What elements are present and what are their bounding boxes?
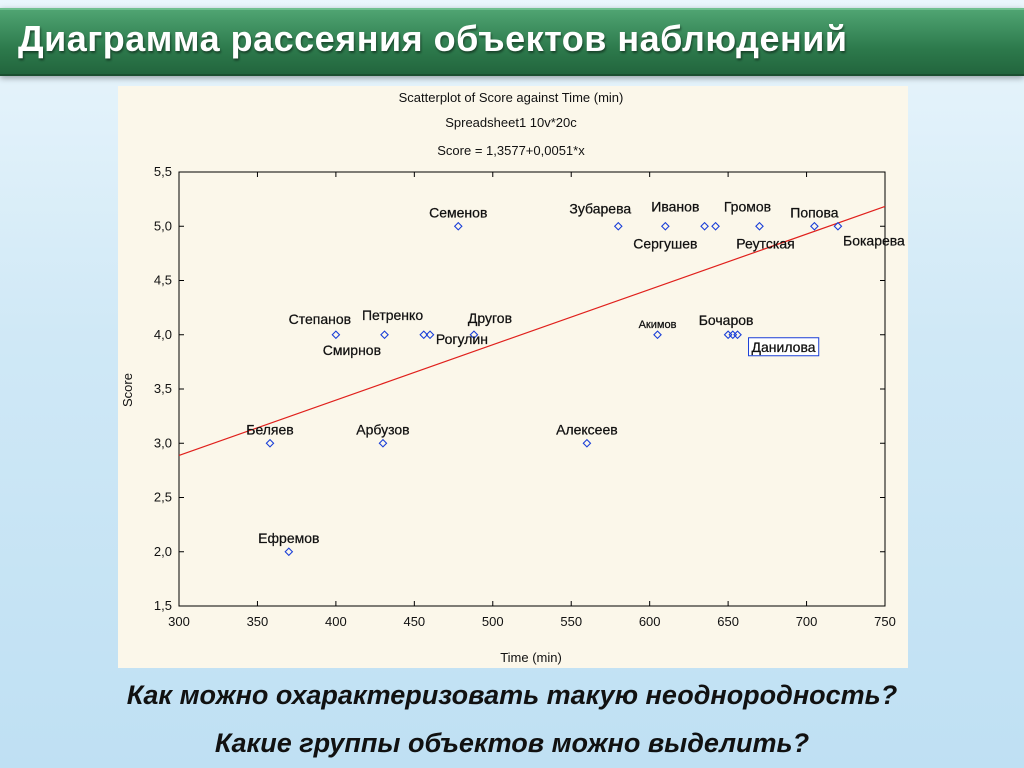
- point-label: Алексеев: [556, 421, 618, 437]
- point-label: Петренко: [362, 307, 423, 323]
- plot-layer: 300 350 400 450 500 550 600 650 700 750 1,5 2,0 2,5 3…: [154, 164, 905, 629]
- data-point: [723, 330, 733, 340]
- chart-equation: Score = 1,3577+0,0051*x: [437, 143, 585, 158]
- data-point: [613, 221, 623, 231]
- x-tick-label: 600: [639, 614, 661, 629]
- y-tick-label: 2,5: [154, 490, 172, 505]
- x-tick-label: 300: [168, 614, 190, 629]
- point-label: Другов: [468, 310, 512, 326]
- point-label: Данилова: [752, 339, 816, 355]
- question-1: Как можно охарактеризовать такую неоднор…: [126, 680, 898, 710]
- data-point: [331, 330, 341, 340]
- label-highlight-box: [748, 337, 820, 357]
- y-tick-label: 5,5: [154, 164, 172, 179]
- data-point: [660, 221, 670, 231]
- data-point: [284, 547, 294, 557]
- point-label: Бочаров: [699, 312, 754, 328]
- chart-subtitle: Spreadsheet1 10v*20c: [445, 115, 577, 130]
- x-tick-label: 400: [325, 614, 347, 629]
- x-tick-label: 700: [796, 614, 818, 629]
- x-tick-label: 750: [874, 614, 896, 629]
- data-point: [469, 330, 479, 340]
- x-tick-label: 500: [482, 614, 504, 629]
- y-tick-label: 4,5: [154, 273, 172, 288]
- point-label: Рогулин: [436, 331, 488, 347]
- y-tick-label: 4,0: [154, 327, 172, 342]
- data-point: [419, 330, 429, 340]
- data-point: [711, 221, 720, 231]
- y-axis-label: Score: [120, 373, 135, 407]
- point-label: Арбузов: [356, 421, 409, 437]
- data-point: [810, 221, 819, 231]
- data-point: [378, 438, 388, 448]
- y-tick-label: 1,5: [154, 598, 172, 613]
- y-tick-label: 2,0: [154, 544, 172, 559]
- data-point: [755, 221, 764, 231]
- data-point: [425, 330, 435, 340]
- data-point: [582, 438, 592, 448]
- data-point: [733, 330, 742, 340]
- question-2: Какие группы объектов можно выделить?: [214, 728, 810, 758]
- point-label: Семенов: [429, 204, 487, 220]
- point-label: Смирнов: [323, 342, 381, 358]
- scatter-chart: Scatterplot of Score against Time (min) …: [120, 90, 905, 665]
- x-tick-label: 450: [403, 614, 425, 629]
- data-point: [833, 221, 843, 231]
- y-tick-label: 5,0: [154, 218, 172, 233]
- slide-title: Диаграмма рассеяния объектов наблюдений: [18, 18, 848, 59]
- data-point: [380, 330, 389, 340]
- data-point: [653, 330, 662, 340]
- point-label: Беляев: [246, 421, 293, 437]
- x-tick-label: 550: [560, 614, 582, 629]
- x-tick-label: 650: [717, 614, 739, 629]
- data-point: [265, 438, 275, 448]
- point-label: Акимов: [639, 319, 677, 331]
- x-axis-label: Time (min): [500, 650, 562, 665]
- data-point: [700, 221, 709, 231]
- point-label: Реутская: [736, 235, 794, 251]
- y-tick-label: 3,5: [154, 381, 172, 396]
- point-label: Сергушев: [633, 235, 697, 251]
- x-tick-label: 350: [247, 614, 269, 629]
- data-point: [728, 330, 738, 340]
- chart-area: Scatterplot of Score against Time (min) …: [118, 86, 908, 668]
- point-label: Ефремов: [258, 530, 319, 546]
- point-label: Иванов: [651, 198, 699, 214]
- point-label: Попова: [790, 204, 838, 220]
- point-label: Степанов: [289, 311, 351, 327]
- title-bar: Диаграмма рассеяния объектов наблюдений: [0, 8, 1024, 76]
- point-label: Бокарева: [843, 232, 905, 248]
- y-tick-label: 3,0: [154, 435, 172, 450]
- point-label: Зубарева: [569, 200, 631, 216]
- chart-title: Scatterplot of Score against Time (min): [399, 90, 624, 105]
- point-label: Громов: [724, 198, 771, 214]
- data-point: [453, 221, 463, 231]
- trend-line: [178, 205, 886, 457]
